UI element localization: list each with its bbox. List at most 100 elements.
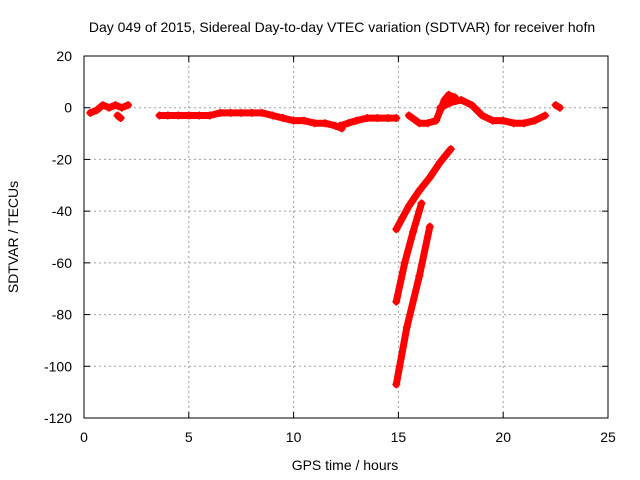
y-tick-label: -40 bbox=[52, 203, 72, 219]
data-point bbox=[444, 90, 453, 99]
data-point bbox=[362, 114, 371, 123]
data-point bbox=[520, 119, 529, 128]
x-tick-labels: 0 5 10 15 20 25 bbox=[80, 429, 616, 445]
y-tick-label: -120 bbox=[44, 410, 72, 426]
y-tick-label: -20 bbox=[52, 151, 72, 167]
data-point bbox=[425, 173, 434, 182]
data-point bbox=[541, 111, 550, 120]
data-point bbox=[205, 111, 214, 120]
series-arc-9 bbox=[392, 222, 434, 389]
series-arc-5 bbox=[436, 95, 550, 128]
data-point bbox=[446, 98, 455, 107]
data-point bbox=[555, 103, 564, 112]
data-point bbox=[551, 101, 560, 110]
data-point bbox=[155, 111, 164, 120]
series-arc-8 bbox=[392, 199, 426, 306]
data-point bbox=[436, 158, 445, 167]
data-point bbox=[86, 108, 95, 117]
data-point bbox=[258, 108, 267, 117]
y-tick-label: 20 bbox=[56, 48, 72, 64]
data-point bbox=[415, 119, 424, 128]
data-point bbox=[163, 111, 172, 120]
data-point bbox=[436, 103, 445, 112]
data-point bbox=[300, 116, 309, 125]
data-point bbox=[111, 101, 120, 110]
y-tick-label: -60 bbox=[52, 255, 72, 271]
data-point bbox=[392, 114, 401, 123]
data-point bbox=[400, 258, 409, 267]
data-point bbox=[423, 119, 432, 128]
data-point bbox=[216, 108, 225, 117]
data-point bbox=[392, 380, 401, 389]
data-point bbox=[335, 121, 344, 130]
data-point bbox=[268, 111, 277, 120]
data-point bbox=[344, 119, 353, 128]
data-point bbox=[124, 101, 133, 110]
data-point bbox=[116, 114, 125, 123]
data-point bbox=[392, 297, 401, 306]
data-point bbox=[467, 101, 476, 110]
y-axis-title: SDTVAR / TECUs bbox=[5, 181, 21, 293]
data-point bbox=[402, 323, 411, 332]
y-tick-label: -80 bbox=[52, 307, 72, 323]
data-point bbox=[383, 114, 392, 123]
y-tick-label: -100 bbox=[44, 358, 72, 374]
data-point bbox=[226, 108, 235, 117]
series-arc-6 bbox=[551, 101, 564, 112]
data-point bbox=[409, 227, 418, 236]
ticks bbox=[83, 55, 609, 419]
x-tick-label: 5 bbox=[185, 429, 193, 445]
data-point bbox=[425, 222, 434, 231]
data-point bbox=[237, 108, 246, 117]
data-point bbox=[310, 119, 319, 128]
data-point bbox=[352, 116, 361, 125]
x-tick-label: 20 bbox=[495, 429, 511, 445]
data-point bbox=[174, 111, 183, 120]
series-line bbox=[392, 145, 455, 233]
x-tick-label: 10 bbox=[286, 429, 302, 445]
data-point bbox=[509, 119, 518, 128]
data-point bbox=[279, 114, 288, 123]
series-arc-1 bbox=[86, 101, 133, 117]
data-point bbox=[195, 111, 204, 120]
series-line bbox=[392, 199, 425, 306]
series-arc-1b bbox=[113, 111, 125, 123]
data-point bbox=[404, 201, 413, 210]
data-point bbox=[530, 116, 539, 125]
series-layer bbox=[86, 90, 564, 389]
data-point bbox=[415, 271, 424, 280]
data-point bbox=[392, 225, 401, 234]
data-point bbox=[92, 106, 101, 115]
data-point bbox=[478, 111, 487, 120]
data-point bbox=[415, 186, 424, 195]
y-tick-labels: -120 -100 -80 -60 -40 -20 0 20 bbox=[44, 48, 72, 426]
x-tick-label: 15 bbox=[391, 429, 407, 445]
chart-title: Day 049 of 2015, Sidereal Day-to-day VTE… bbox=[89, 19, 595, 35]
series-arc-3 bbox=[335, 114, 401, 130]
y-tick-label: 0 bbox=[64, 100, 72, 116]
series-line bbox=[392, 223, 434, 388]
x-axis-title: GPS time / hours bbox=[292, 457, 399, 473]
data-point bbox=[373, 114, 382, 123]
series-arc-7 bbox=[392, 145, 455, 234]
data-point bbox=[488, 116, 497, 125]
plot-frame bbox=[83, 55, 609, 419]
series-arc-2 bbox=[155, 108, 346, 133]
data-point bbox=[321, 119, 330, 128]
data-point bbox=[105, 103, 114, 112]
data-point bbox=[247, 108, 256, 117]
data-point bbox=[404, 111, 413, 120]
data-point bbox=[417, 199, 426, 208]
data-point bbox=[432, 116, 441, 125]
data-point bbox=[289, 116, 298, 125]
data-point bbox=[446, 145, 455, 154]
x-tick-label: 0 bbox=[80, 429, 88, 445]
x-tick-label: 25 bbox=[600, 429, 616, 445]
data-point bbox=[98, 101, 107, 110]
data-point bbox=[117, 103, 126, 112]
data-point bbox=[457, 95, 466, 104]
data-point bbox=[499, 116, 508, 125]
data-point bbox=[184, 111, 193, 120]
